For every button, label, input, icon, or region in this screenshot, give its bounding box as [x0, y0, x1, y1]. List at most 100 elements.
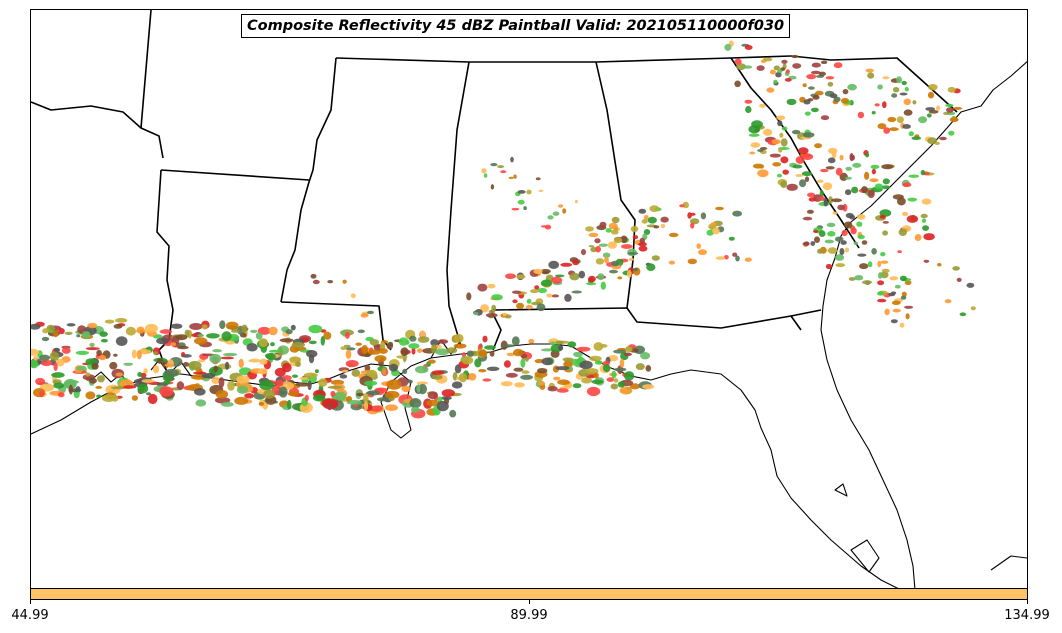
reflectivity-blob [945, 103, 954, 108]
reflectivity-blob [57, 392, 65, 398]
reflectivity-blob [902, 211, 909, 217]
reflectivity-blob [926, 113, 932, 118]
reflectivity-blob [802, 83, 807, 88]
reflectivity-blob [435, 348, 450, 356]
reflectivity-blob [593, 342, 604, 351]
reflectivity-blob [937, 263, 942, 267]
reflectivity-blob [837, 204, 845, 211]
reflectivity-blob [609, 269, 618, 274]
reflectivity-blob [653, 225, 660, 229]
reflectivity-blob [743, 65, 753, 69]
reflectivity-blob [525, 304, 533, 310]
reflectivity-blob [599, 221, 607, 228]
reflectivity-blob [361, 344, 369, 355]
reflectivity-blob [295, 382, 311, 387]
reflectivity-blob [871, 111, 876, 115]
reflectivity-blob [728, 236, 735, 241]
reflectivity-blob [638, 208, 647, 214]
reflectivity-blob [744, 45, 753, 50]
reflectivity-blob [762, 128, 773, 136]
reflectivity-blob [275, 379, 284, 387]
reflectivity-blob [558, 204, 564, 208]
reflectivity-blob [776, 173, 783, 178]
reflectivity-blob [528, 338, 535, 344]
reflectivity-blob [314, 369, 319, 374]
reflectivity-blob [512, 348, 524, 357]
reflectivity-blob [854, 275, 864, 281]
reflectivity-blob [877, 280, 885, 286]
reflectivity-blob [904, 86, 909, 92]
reflectivity-blob [923, 233, 935, 241]
reflectivity-blob [308, 324, 323, 334]
reflectivity-blob [367, 349, 381, 355]
reflectivity-blob [410, 406, 420, 413]
reflectivity-blob [690, 222, 695, 229]
reflectivity-blob [340, 346, 347, 351]
reflectivity-blob [847, 83, 857, 91]
reflectivity-blob [586, 386, 601, 397]
reflectivity-blob [259, 380, 275, 391]
reflectivity-blob [905, 313, 910, 320]
reflectivity-blob [614, 367, 627, 372]
reflectivity-blob [757, 149, 764, 152]
reflectivity-blob [170, 342, 177, 347]
reflectivity-blob [145, 323, 158, 333]
reflectivity-blob [594, 238, 601, 244]
reflectivity-blob [241, 324, 248, 333]
reflectivity-blob [520, 374, 533, 380]
reflectivity-blob [826, 222, 836, 228]
reflectivity-blob [384, 390, 400, 399]
reflectivity-blob [824, 239, 834, 244]
reflectivity-blob [517, 199, 525, 205]
reflectivity-blob [485, 313, 498, 318]
reflectivity-blob [834, 254, 845, 261]
reflectivity-blob [419, 330, 426, 339]
reflectivity-blob [891, 93, 898, 98]
reflectivity-blob [76, 334, 81, 338]
reflectivity-blob [638, 245, 648, 252]
map-frame [30, 9, 1028, 589]
reflectivity-blob [902, 124, 911, 129]
reflectivity-blob [131, 349, 137, 359]
reflectivity-blob [881, 164, 894, 170]
reflectivity-blob [345, 360, 359, 368]
reflectivity-blob [749, 151, 756, 155]
reflectivity-blob [844, 221, 853, 229]
reflectivity-blob [182, 362, 190, 367]
reflectivity-blob [35, 377, 46, 385]
reflectivity-blob [831, 198, 843, 203]
reflectivity-blob [85, 372, 91, 377]
reflectivity-blob [706, 229, 714, 236]
reflectivity-blob [141, 379, 155, 383]
reflectivity-blob [874, 103, 880, 107]
reflectivity-blob [595, 245, 601, 253]
reflectivity-blob [407, 379, 413, 384]
reflectivity-blob [949, 117, 959, 123]
reflectivity-blob [777, 69, 783, 73]
reflectivity-blob [91, 362, 99, 370]
reflectivity-blob [748, 125, 760, 134]
reflectivity-blob [510, 156, 514, 163]
reflectivity-blob [880, 271, 889, 279]
reflectivity-blob [882, 178, 890, 185]
reflectivity-blob [769, 153, 781, 158]
reflectivity-blob [586, 282, 597, 286]
reflectivity-blob [558, 345, 564, 351]
reflectivity-blob [766, 87, 775, 93]
reflectivity-blob [490, 163, 498, 167]
reflectivity-blob [278, 347, 283, 357]
reflectivity-blob [814, 236, 820, 243]
reflectivity-blob [491, 294, 503, 301]
reflectivity-blob [773, 79, 778, 84]
reflectivity-blob [920, 169, 926, 176]
reflectivity-blob [49, 330, 54, 334]
reflectivity-blob [810, 241, 816, 246]
reflectivity-blob [535, 177, 541, 181]
reflectivity-blob [516, 302, 524, 310]
reflectivity-blob [871, 248, 877, 255]
reflectivity-blob [488, 309, 496, 314]
reflectivity-blob [327, 385, 343, 389]
reflectivity-blob [640, 352, 651, 360]
reflectivity-blob [552, 211, 560, 216]
reflectivity-blob [156, 337, 169, 345]
